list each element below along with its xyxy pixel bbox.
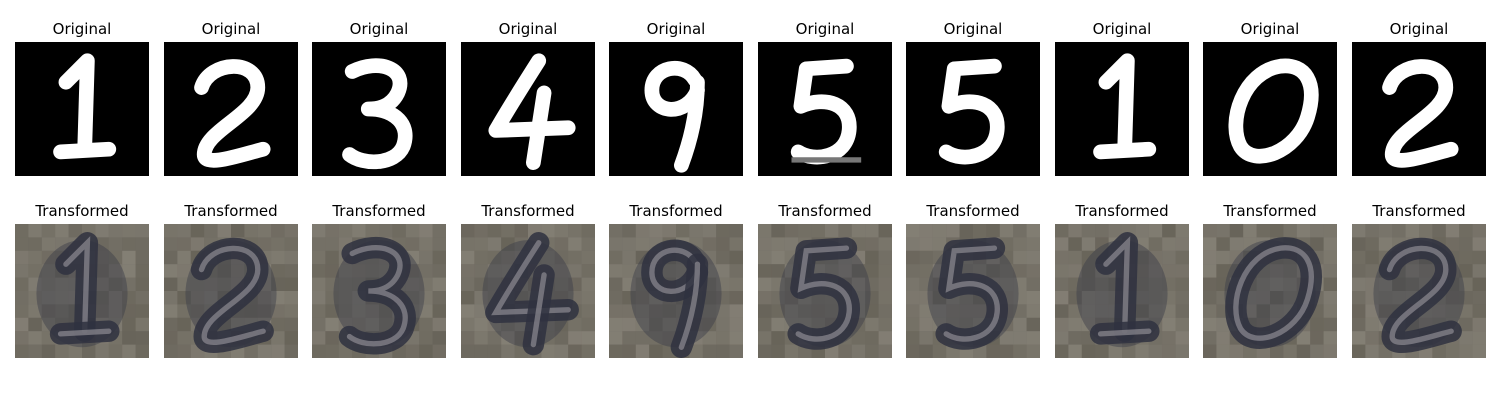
panel-title: Original <box>201 20 261 38</box>
original-digit-image <box>1055 42 1189 176</box>
digit-image-5 <box>906 42 1040 176</box>
digit-image-9 <box>609 224 743 358</box>
transformed-digit-image <box>1203 224 1337 358</box>
transformed-digit-image <box>164 224 298 358</box>
original-digit-image <box>609 42 743 176</box>
digit-stroke <box>938 58 1005 165</box>
digit-image-2 <box>1352 224 1486 358</box>
panel-title: Original <box>1240 20 1300 38</box>
digit-stroke <box>790 58 857 165</box>
panel-title: Transformed <box>184 202 278 220</box>
digit-highlight <box>795 245 852 342</box>
panel-title: Original <box>795 20 855 38</box>
panel-title: Transformed <box>1223 202 1317 220</box>
original-digit-image <box>1203 42 1337 176</box>
original-digit-image <box>164 42 298 176</box>
original-digit-image <box>758 42 892 176</box>
panel-title: Original <box>52 20 112 38</box>
digit-highlight <box>1103 236 1131 334</box>
digit-highlight <box>198 245 266 345</box>
digit-highlight <box>63 236 91 334</box>
digit-image-9 <box>609 42 743 176</box>
digit-highlight <box>346 244 408 347</box>
panel-title: Original <box>1389 20 1449 38</box>
digit-stroke <box>525 85 552 170</box>
digit-stroke <box>1098 53 1135 157</box>
digit-image-1 <box>15 224 149 358</box>
digit-image-4 <box>461 42 595 176</box>
digit-image-5 <box>758 42 892 176</box>
digit-stroke <box>673 74 705 173</box>
digit-image-2 <box>1352 42 1486 176</box>
digit-image-5 <box>906 224 1040 358</box>
digit-stroke <box>1093 141 1157 160</box>
panel-title: Original <box>498 20 558 38</box>
digit-image-3 <box>312 42 446 176</box>
digit-stroke <box>342 58 413 170</box>
digit-image-5 <box>758 224 892 358</box>
digit-highlight <box>1233 245 1314 341</box>
scan-artifact-bar <box>791 157 862 163</box>
panel-title: Original <box>646 20 706 38</box>
panel-title: Transformed <box>332 202 426 220</box>
original-digit-image <box>312 42 446 176</box>
digit-image-2 <box>164 224 298 358</box>
digit-highlight <box>1386 245 1454 345</box>
digit-stroke <box>1382 59 1459 168</box>
panel-title: Original <box>943 20 1003 38</box>
digit-image-4 <box>461 224 595 358</box>
digit-highlight <box>57 328 112 337</box>
digit-highlight <box>491 240 571 316</box>
transformed-digit-image <box>1352 224 1486 358</box>
original-digit-image <box>1352 42 1486 176</box>
original-digit-image <box>15 42 149 176</box>
digit-image-1 <box>15 42 149 176</box>
panel-title: Transformed <box>35 202 129 220</box>
digit-highlight <box>678 261 701 350</box>
original-digit-image <box>906 42 1040 176</box>
digit-highlight <box>1097 328 1152 337</box>
panel-title: Transformed <box>481 202 575 220</box>
panel-title: Original <box>349 20 409 38</box>
digit-stroke <box>53 141 117 160</box>
original-digit-image <box>461 42 595 176</box>
panel-title: Transformed <box>629 202 723 220</box>
digit-image-0 <box>1203 42 1337 176</box>
panel-title: Transformed <box>1372 202 1466 220</box>
digit-image-0 <box>1203 224 1337 358</box>
transformed-digit-image <box>758 224 892 358</box>
digit-stroke <box>644 60 705 117</box>
digit-stroke <box>488 53 576 138</box>
digit-highlight <box>649 247 701 295</box>
digit-stroke <box>194 59 271 168</box>
digit-image-3 <box>312 224 446 358</box>
panel-title: Transformed <box>1075 202 1169 220</box>
transformed-digit-image <box>1055 224 1189 358</box>
transformed-digit-image <box>15 224 149 358</box>
panel-title: Transformed <box>778 202 872 220</box>
digit-image-1 <box>1055 42 1189 176</box>
digit-highlight <box>530 272 547 348</box>
digit-image-2 <box>164 42 298 176</box>
transformed-digit-image <box>906 224 1040 358</box>
digit-highlight <box>943 245 1000 342</box>
digit-stroke <box>58 53 95 157</box>
transformed-digit-image <box>609 224 743 358</box>
digit-image-1 <box>1055 224 1189 358</box>
transformed-digit-image <box>461 224 595 358</box>
panel-title: Original <box>1092 20 1152 38</box>
transformed-digit-image <box>312 224 446 358</box>
panel-title: Transformed <box>926 202 1020 220</box>
digit-stroke <box>1228 58 1319 164</box>
